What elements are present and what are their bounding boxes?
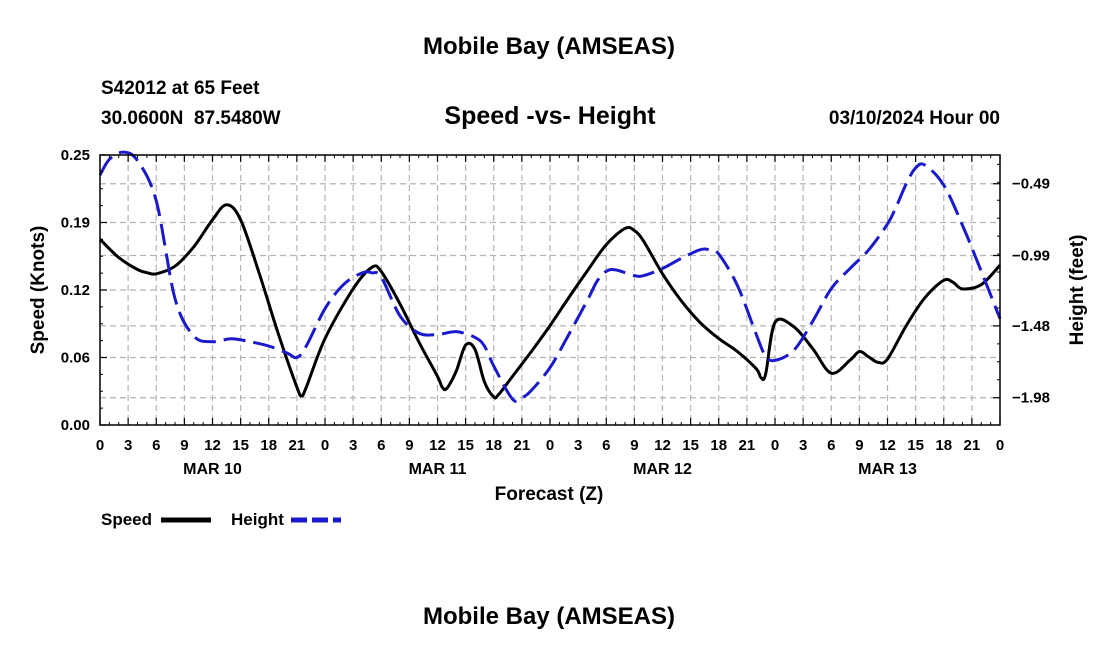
x-axis-label: Forecast (Z) (495, 484, 604, 505)
y2-tick-label: −1.98 (1012, 390, 1050, 407)
x-tick-label: 21 (514, 437, 531, 454)
x-tick-label: 18 (485, 437, 502, 454)
y2-tick-label: −0.49 (1012, 176, 1050, 193)
x-tick-label: 3 (574, 437, 582, 454)
run-time-label: 03/10/2024 Hour 00 (829, 108, 1000, 129)
x-tick-label: 9 (180, 437, 188, 454)
x-tick-label: 15 (457, 437, 474, 454)
chart-title: Speed -vs- Height (444, 102, 656, 130)
x-tick-label: 18 (710, 437, 727, 454)
y-tick-label: 0.00 (61, 417, 90, 434)
x-tick-label: 12 (204, 437, 221, 454)
day-label: MAR 11 (409, 461, 467, 478)
x-tick-label: 12 (654, 437, 671, 454)
day-label: MAR 12 (633, 461, 692, 478)
x-tick-label: 18 (935, 437, 952, 454)
x-tick-label: 3 (349, 437, 357, 454)
axes: 0 3 6 9 12 15 18 21 0 3 6 9 12 15 18 21 0 3 6 9 12 15 18 21 0 3 6 9… (61, 147, 1050, 478)
day-label: MAR 10 (183, 461, 242, 478)
x-tick-label: 6 (602, 437, 610, 454)
y2-tick-label: −1.48 (1012, 318, 1050, 335)
x-tick-label: 9 (405, 437, 413, 454)
series-lines (98, 150, 1002, 403)
x-tick-label: 0 (96, 437, 104, 454)
x-tick-label: 0 (546, 437, 554, 454)
y-tick-label: 0.25 (61, 147, 90, 164)
legend-speed-label: Speed (101, 510, 152, 529)
legend-height-label: Height (231, 510, 284, 529)
x-tick-label: 6 (152, 437, 160, 454)
x-tick-label: 3 (124, 437, 132, 454)
station-label: S42012 at 65 Feet (101, 78, 260, 99)
x-tick-label: 15 (682, 437, 699, 454)
x-tick-label: 6 (827, 437, 835, 454)
top-title: Mobile Bay (AMSEAS) (423, 33, 675, 60)
x-tick-label: 0 (321, 437, 329, 454)
y-axis-label: Speed (Knots) (28, 226, 49, 355)
x-tick-label: 3 (799, 437, 807, 454)
x-tick-label: 12 (429, 437, 446, 454)
y2-tick-label: −0.99 (1012, 248, 1050, 265)
x-tick-label: 21 (739, 437, 756, 454)
x-tick-label: 0 (996, 437, 1004, 454)
x-tick-label: 21 (964, 437, 981, 454)
x-tick-label: 0 (771, 437, 779, 454)
x-tick-label: 15 (232, 437, 249, 454)
day-label: MAR 13 (858, 461, 917, 478)
height-series-line (98, 150, 1002, 403)
y-tick-label: 0.06 (61, 350, 90, 367)
x-tick-label: 9 (855, 437, 863, 454)
y-tick-label: 0.19 (61, 215, 90, 232)
grid-lines (100, 155, 1000, 425)
x-tick-label: 21 (289, 437, 306, 454)
speed-series-line (98, 203, 1002, 400)
x-tick-label: 9 (630, 437, 638, 454)
x-tick-label: 15 (907, 437, 924, 454)
x-tick-label: 18 (260, 437, 277, 454)
y-tick-label: 0.12 (61, 282, 90, 299)
x-tick-label: 6 (377, 437, 385, 454)
y2-axis-label: Height (feet) (1067, 235, 1088, 346)
legend: Speed Height (101, 510, 341, 529)
x-tick-label: 12 (879, 437, 896, 454)
coordinates-label: 30.0600N 87.5480W (101, 108, 281, 129)
bottom-title: Mobile Bay (AMSEAS) (423, 603, 675, 630)
